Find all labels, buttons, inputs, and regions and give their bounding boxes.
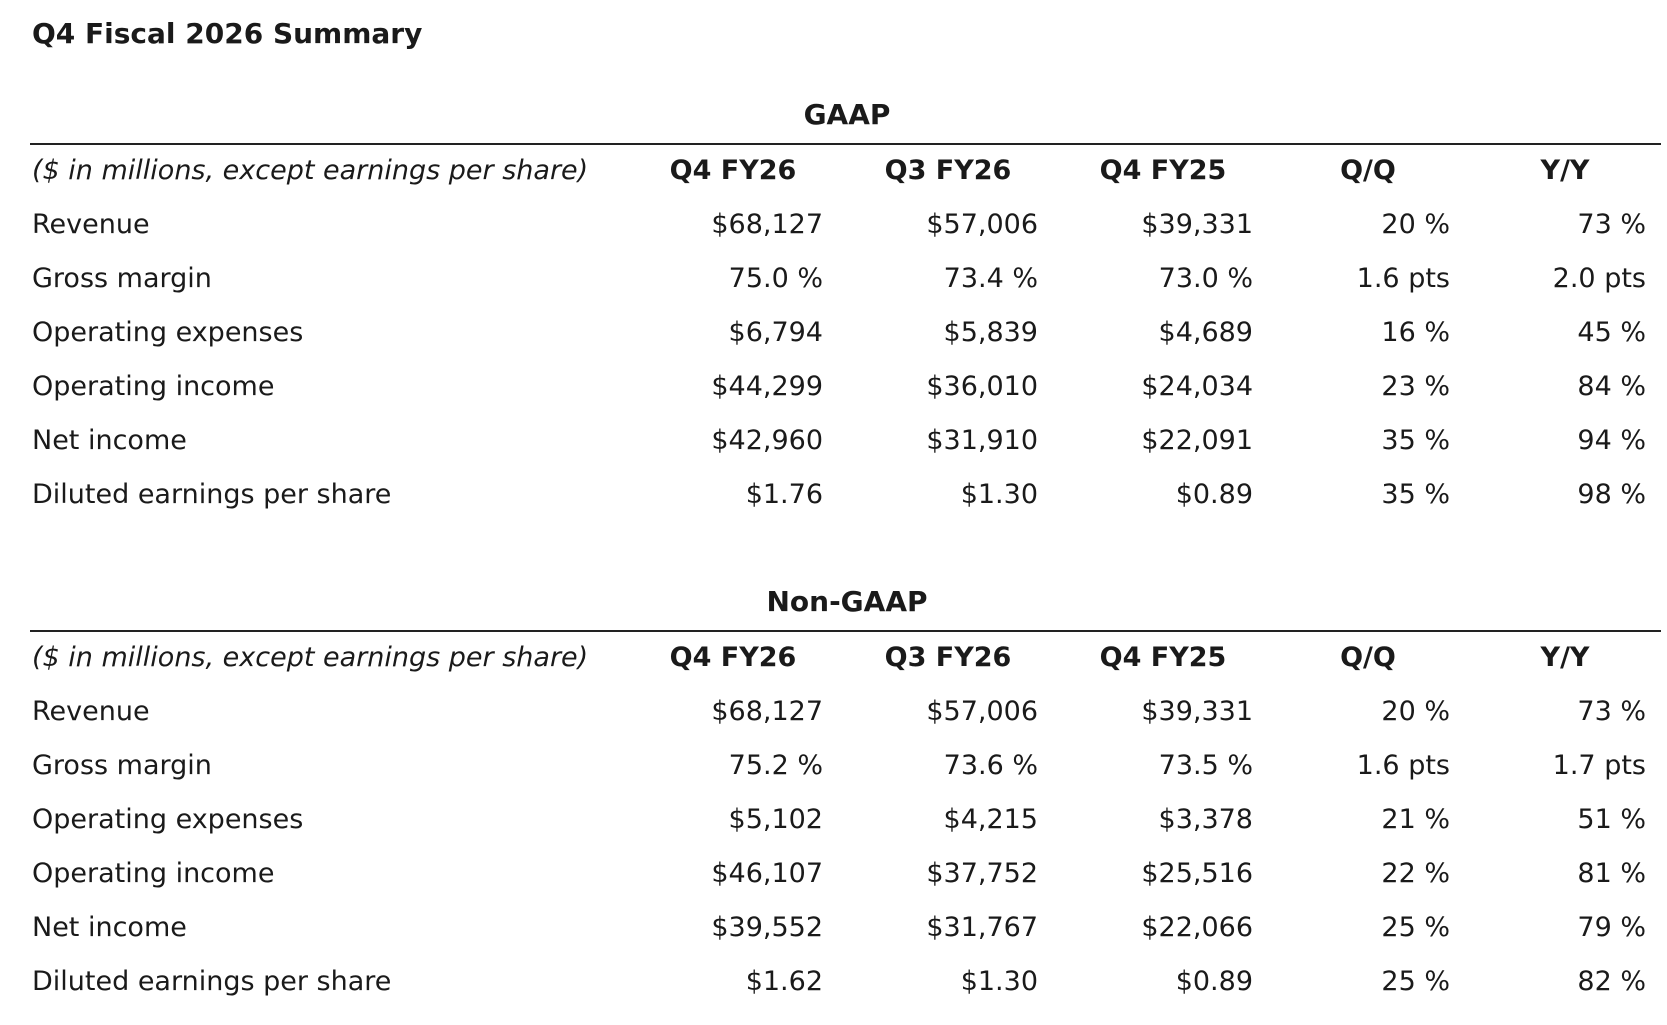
cell-value: $5,102 [728, 804, 823, 835]
cell-value: 98 % [1577, 479, 1646, 510]
cell-value: 82 % [1577, 966, 1646, 997]
cell-value: 73.4 % [943, 263, 1038, 294]
cell-value: 16 % [1381, 317, 1450, 348]
cell-value: 94 % [1577, 425, 1646, 456]
cell-value: $25,516 [1141, 858, 1253, 889]
cell-value: $22,066 [1141, 912, 1253, 943]
cell-value: $31,767 [926, 912, 1038, 943]
cell-value: 81 % [1577, 858, 1646, 889]
column-header: Q/Q [1340, 155, 1396, 186]
cell-value: $1.62 [745, 966, 823, 997]
cell-value: $68,127 [711, 696, 823, 727]
column-note: ($ in millions, except earnings per shar… [32, 642, 589, 673]
cell-value: $6,794 [728, 317, 823, 348]
row-label: Net income [32, 425, 187, 456]
row-label: Operating income [32, 371, 275, 402]
cell-value: 2.0 pts [1552, 263, 1646, 294]
cell-value: $37,752 [926, 858, 1038, 889]
cell-value: $24,034 [1141, 371, 1253, 402]
cell-value: $22,091 [1141, 425, 1253, 456]
cell-value: $42,960 [711, 425, 823, 456]
row-label: Gross margin [32, 750, 212, 781]
cell-value: 20 % [1381, 209, 1450, 240]
cell-value: $44,299 [711, 371, 823, 402]
row-label: Gross margin [32, 263, 212, 294]
cell-value: $3,378 [1158, 804, 1253, 835]
cell-value: 84 % [1577, 371, 1646, 402]
cell-value: 75.0 % [728, 263, 823, 294]
row-label: Operating expenses [32, 804, 304, 835]
cell-value: $36,010 [926, 371, 1038, 402]
row-label: Operating expenses [32, 317, 304, 348]
cell-value: 23 % [1381, 371, 1450, 402]
cell-value: 1.7 pts [1552, 750, 1646, 781]
row-label: Diluted earnings per share [32, 966, 392, 997]
section-rule [30, 630, 1661, 632]
cell-value: $5,839 [943, 317, 1038, 348]
cell-value: 73.6 % [943, 750, 1038, 781]
row-label: Revenue [32, 209, 150, 240]
cell-value: 45 % [1577, 317, 1646, 348]
column-header: Q3 FY26 [884, 642, 1012, 673]
cell-value: 35 % [1381, 425, 1450, 456]
cell-value: $0.89 [1175, 966, 1253, 997]
cell-value: 22 % [1381, 858, 1450, 889]
cell-value: $46,107 [711, 858, 823, 889]
column-header: Q4 FY25 [1099, 642, 1227, 673]
row-label: Revenue [32, 696, 150, 727]
cell-value: 21 % [1381, 804, 1450, 835]
cell-value: $1.30 [960, 479, 1038, 510]
cell-value: $57,006 [926, 696, 1038, 727]
section-heading: Non-GAAP [766, 585, 928, 618]
cell-value: $0.89 [1175, 479, 1253, 510]
cell-value: 73 % [1577, 209, 1646, 240]
cell-value: 25 % [1381, 966, 1450, 997]
cell-value: 25 % [1381, 912, 1450, 943]
cell-value: 1.6 pts [1356, 750, 1450, 781]
cell-value: 79 % [1577, 912, 1646, 943]
cell-value: $39,331 [1141, 209, 1253, 240]
cell-value: 73.0 % [1158, 263, 1253, 294]
column-header: Y/Y [1540, 155, 1590, 186]
cell-value: $68,127 [711, 209, 823, 240]
column-header: Q3 FY26 [884, 155, 1012, 186]
cell-value: 75.2 % [728, 750, 823, 781]
cell-value: 1.6 pts [1356, 263, 1450, 294]
cell-value: 73 % [1577, 696, 1646, 727]
column-header: Q4 FY25 [1099, 155, 1227, 186]
row-label: Diluted earnings per share [32, 479, 392, 510]
row-label: Net income [32, 912, 187, 943]
cell-value: $57,006 [926, 209, 1038, 240]
cell-value: $39,552 [711, 912, 823, 943]
page-title: Q4 Fiscal 2026 Summary [32, 17, 423, 50]
cell-value: $1.76 [745, 479, 823, 510]
cell-value: 73.5 % [1158, 750, 1253, 781]
cell-value: 51 % [1577, 804, 1646, 835]
column-note: ($ in millions, except earnings per shar… [32, 155, 589, 186]
cell-value: $4,215 [943, 804, 1038, 835]
row-label: Operating income [32, 858, 275, 889]
cell-value: 20 % [1381, 696, 1450, 727]
cell-value: $1.30 [960, 966, 1038, 997]
column-header: Y/Y [1540, 642, 1590, 673]
cell-value: $31,910 [926, 425, 1038, 456]
column-header: Q4 FY26 [669, 642, 797, 673]
column-header: Q4 FY26 [669, 155, 797, 186]
column-header: Q/Q [1340, 642, 1396, 673]
cell-value: 35 % [1381, 479, 1450, 510]
section-heading: GAAP [803, 98, 891, 131]
section-rule [30, 143, 1661, 145]
cell-value: $4,689 [1158, 317, 1253, 348]
cell-value: $39,331 [1141, 696, 1253, 727]
